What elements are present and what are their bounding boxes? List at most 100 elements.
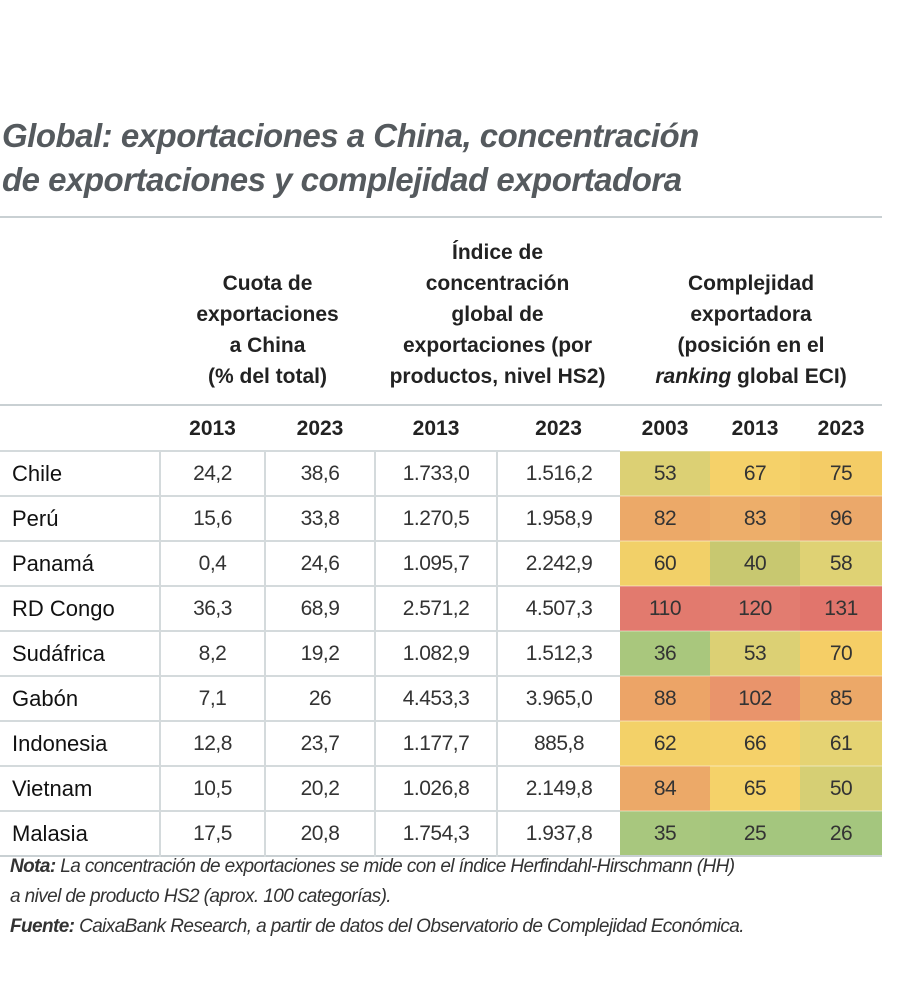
value-cell: 17,5 <box>159 810 265 856</box>
year-header: 2023 <box>497 404 621 451</box>
eci-rank-cell: 66 <box>710 720 801 766</box>
country-cell: Perú <box>0 495 160 541</box>
eci-rank-cell: 62 <box>620 720 711 766</box>
eci-rank-cell: 110 <box>620 585 711 631</box>
eci-rank-cell: 36 <box>620 630 711 676</box>
value-cell: 10,5 <box>159 765 265 811</box>
table-row: Chile 24,2 38,6 1.733,0 1.516,2 53 67 75 <box>0 450 883 496</box>
value-cell: 38,6 <box>263 450 376 496</box>
table-row: Indonesia 12,8 23,7 1.177,7 885,8 62 66 61 <box>0 720 883 766</box>
header-row-years: 2013 2023 2013 2023 2003 2013 2023 <box>0 404 883 451</box>
eci-rank-cell: 53 <box>620 450 711 496</box>
eci-rank-cell: 85 <box>800 675 883 721</box>
country-cell: Sudáfrica <box>0 630 160 676</box>
eci-rank-cell: 60 <box>620 540 711 586</box>
year-header: 2013 <box>710 404 801 451</box>
eci-rank-cell: 35 <box>620 810 711 856</box>
value-cell: 0,4 <box>159 540 265 586</box>
value-cell: 36,3 <box>159 585 265 631</box>
value-cell: 24,6 <box>263 540 376 586</box>
eci-rank-cell: 75 <box>800 450 883 496</box>
eci-rank-cell: 26 <box>800 810 883 856</box>
country-cell: Malasia <box>0 810 160 856</box>
eci-rank-cell: 67 <box>710 450 801 496</box>
year-header: 2013 <box>375 404 498 451</box>
value-cell: 23,7 <box>263 720 376 766</box>
page-title: Global: exportaciones a China, concentra… <box>2 114 699 202</box>
eci-rank-cell: 61 <box>800 720 883 766</box>
value-cell: 26 <box>263 675 376 721</box>
value-cell: 885,8 <box>496 720 621 766</box>
note-text: La concentración de exportaciones se mid… <box>55 856 735 877</box>
country-cell: Chile <box>0 450 160 496</box>
eci-rank-cell: 25 <box>710 810 801 856</box>
header-row-groups: Cuota de exportaciones a China (% del to… <box>0 217 882 405</box>
eci-rank-cell: 84 <box>620 765 711 811</box>
eci-rank-cell: 53 <box>710 630 801 676</box>
value-cell: 1.177,7 <box>374 720 498 766</box>
header-country <box>0 217 160 405</box>
value-cell: 1.095,7 <box>374 540 498 586</box>
value-cell: 3.965,0 <box>496 675 621 721</box>
year-header: 2003 <box>620 404 711 451</box>
header-export-complexity: Complejidad exportadora (posición en el … <box>655 272 847 388</box>
data-table: Cuota de exportaciones a China (% del to… <box>0 216 883 857</box>
value-cell: 1.512,3 <box>496 630 621 676</box>
eci-rank-cell: 83 <box>710 495 801 541</box>
value-cell: 1.082,9 <box>374 630 498 676</box>
value-cell: 2.149,8 <box>496 765 621 811</box>
value-cell: 33,8 <box>263 495 376 541</box>
title-line-1: Global: exportaciones a China, concentra… <box>2 117 699 154</box>
country-cell: RD Congo <box>0 585 160 631</box>
value-cell: 15,6 <box>159 495 265 541</box>
value-cell: 2.242,9 <box>496 540 621 586</box>
eci-rank-cell: 131 <box>800 585 883 631</box>
table-row: Gabón 7,1 26 4.453,3 3.965,0 88 102 85 <box>0 675 883 721</box>
value-cell: 19,2 <box>263 630 376 676</box>
eci-rank-cell: 120 <box>710 585 801 631</box>
year-header: 2023 <box>800 404 883 451</box>
value-cell: 4.453,3 <box>374 675 498 721</box>
country-cell: Gabón <box>0 675 160 721</box>
value-cell: 1.516,2 <box>496 450 621 496</box>
note-text-2: a nivel de producto HS2 (aprox. 100 cate… <box>10 886 392 907</box>
eci-rank-cell: 102 <box>710 675 801 721</box>
value-cell: 1.270,5 <box>374 495 498 541</box>
value-cell: 1.937,8 <box>496 810 621 856</box>
country-cell: Indonesia <box>0 720 160 766</box>
table-row: Vietnam 10,5 20,2 1.026,8 2.149,8 84 65 50 <box>0 765 883 811</box>
eci-rank-cell: 88 <box>620 675 711 721</box>
eci-rank-cell: 58 <box>800 540 883 586</box>
source-label: Fuente: <box>10 916 75 937</box>
footnote: Nota: La concentración de exportaciones … <box>10 852 745 942</box>
value-cell: 1.754,3 <box>374 810 498 856</box>
header-china-share: Cuota de exportaciones a China (% del to… <box>196 272 339 388</box>
value-cell: 1.958,9 <box>496 495 621 541</box>
value-cell: 20,8 <box>263 810 376 856</box>
eci-rank-cell: 50 <box>800 765 883 811</box>
value-cell: 12,8 <box>159 720 265 766</box>
table-row: Perú 15,6 33,8 1.270,5 1.958,9 82 83 96 <box>0 495 883 541</box>
value-cell: 20,2 <box>263 765 376 811</box>
value-cell: 2.571,2 <box>374 585 498 631</box>
table-row: RD Congo 36,3 68,9 2.571,2 4.507,3 110 120 131 <box>0 585 883 631</box>
table-row: Sudáfrica 8,2 19,2 1.082,9 1.512,3 36 53 70 <box>0 630 883 676</box>
year-header: 2013 <box>160 404 265 451</box>
source-text: CaixaBank Research, a partir de datos de… <box>74 916 744 937</box>
header-concentration-index: Índice de concentración global de export… <box>389 241 606 388</box>
table-row: Malasia 17,5 20,8 1.754,3 1.937,8 35 25 26 <box>0 810 883 856</box>
eci-rank-cell: 40 <box>710 540 801 586</box>
value-cell: 1.026,8 <box>374 765 498 811</box>
eci-rank-cell: 82 <box>620 495 711 541</box>
value-cell: 4.507,3 <box>496 585 621 631</box>
value-cell: 24,2 <box>159 450 265 496</box>
year-header: 2023 <box>265 404 376 451</box>
eci-rank-cell: 96 <box>800 495 883 541</box>
value-cell: 7,1 <box>159 675 265 721</box>
value-cell: 68,9 <box>263 585 376 631</box>
country-cell: Panamá <box>0 540 160 586</box>
value-cell: 8,2 <box>159 630 265 676</box>
eci-rank-cell: 70 <box>800 630 883 676</box>
eci-rank-cell: 65 <box>710 765 801 811</box>
table-row: Panamá 0,4 24,6 1.095,7 2.242,9 60 40 58 <box>0 540 883 586</box>
